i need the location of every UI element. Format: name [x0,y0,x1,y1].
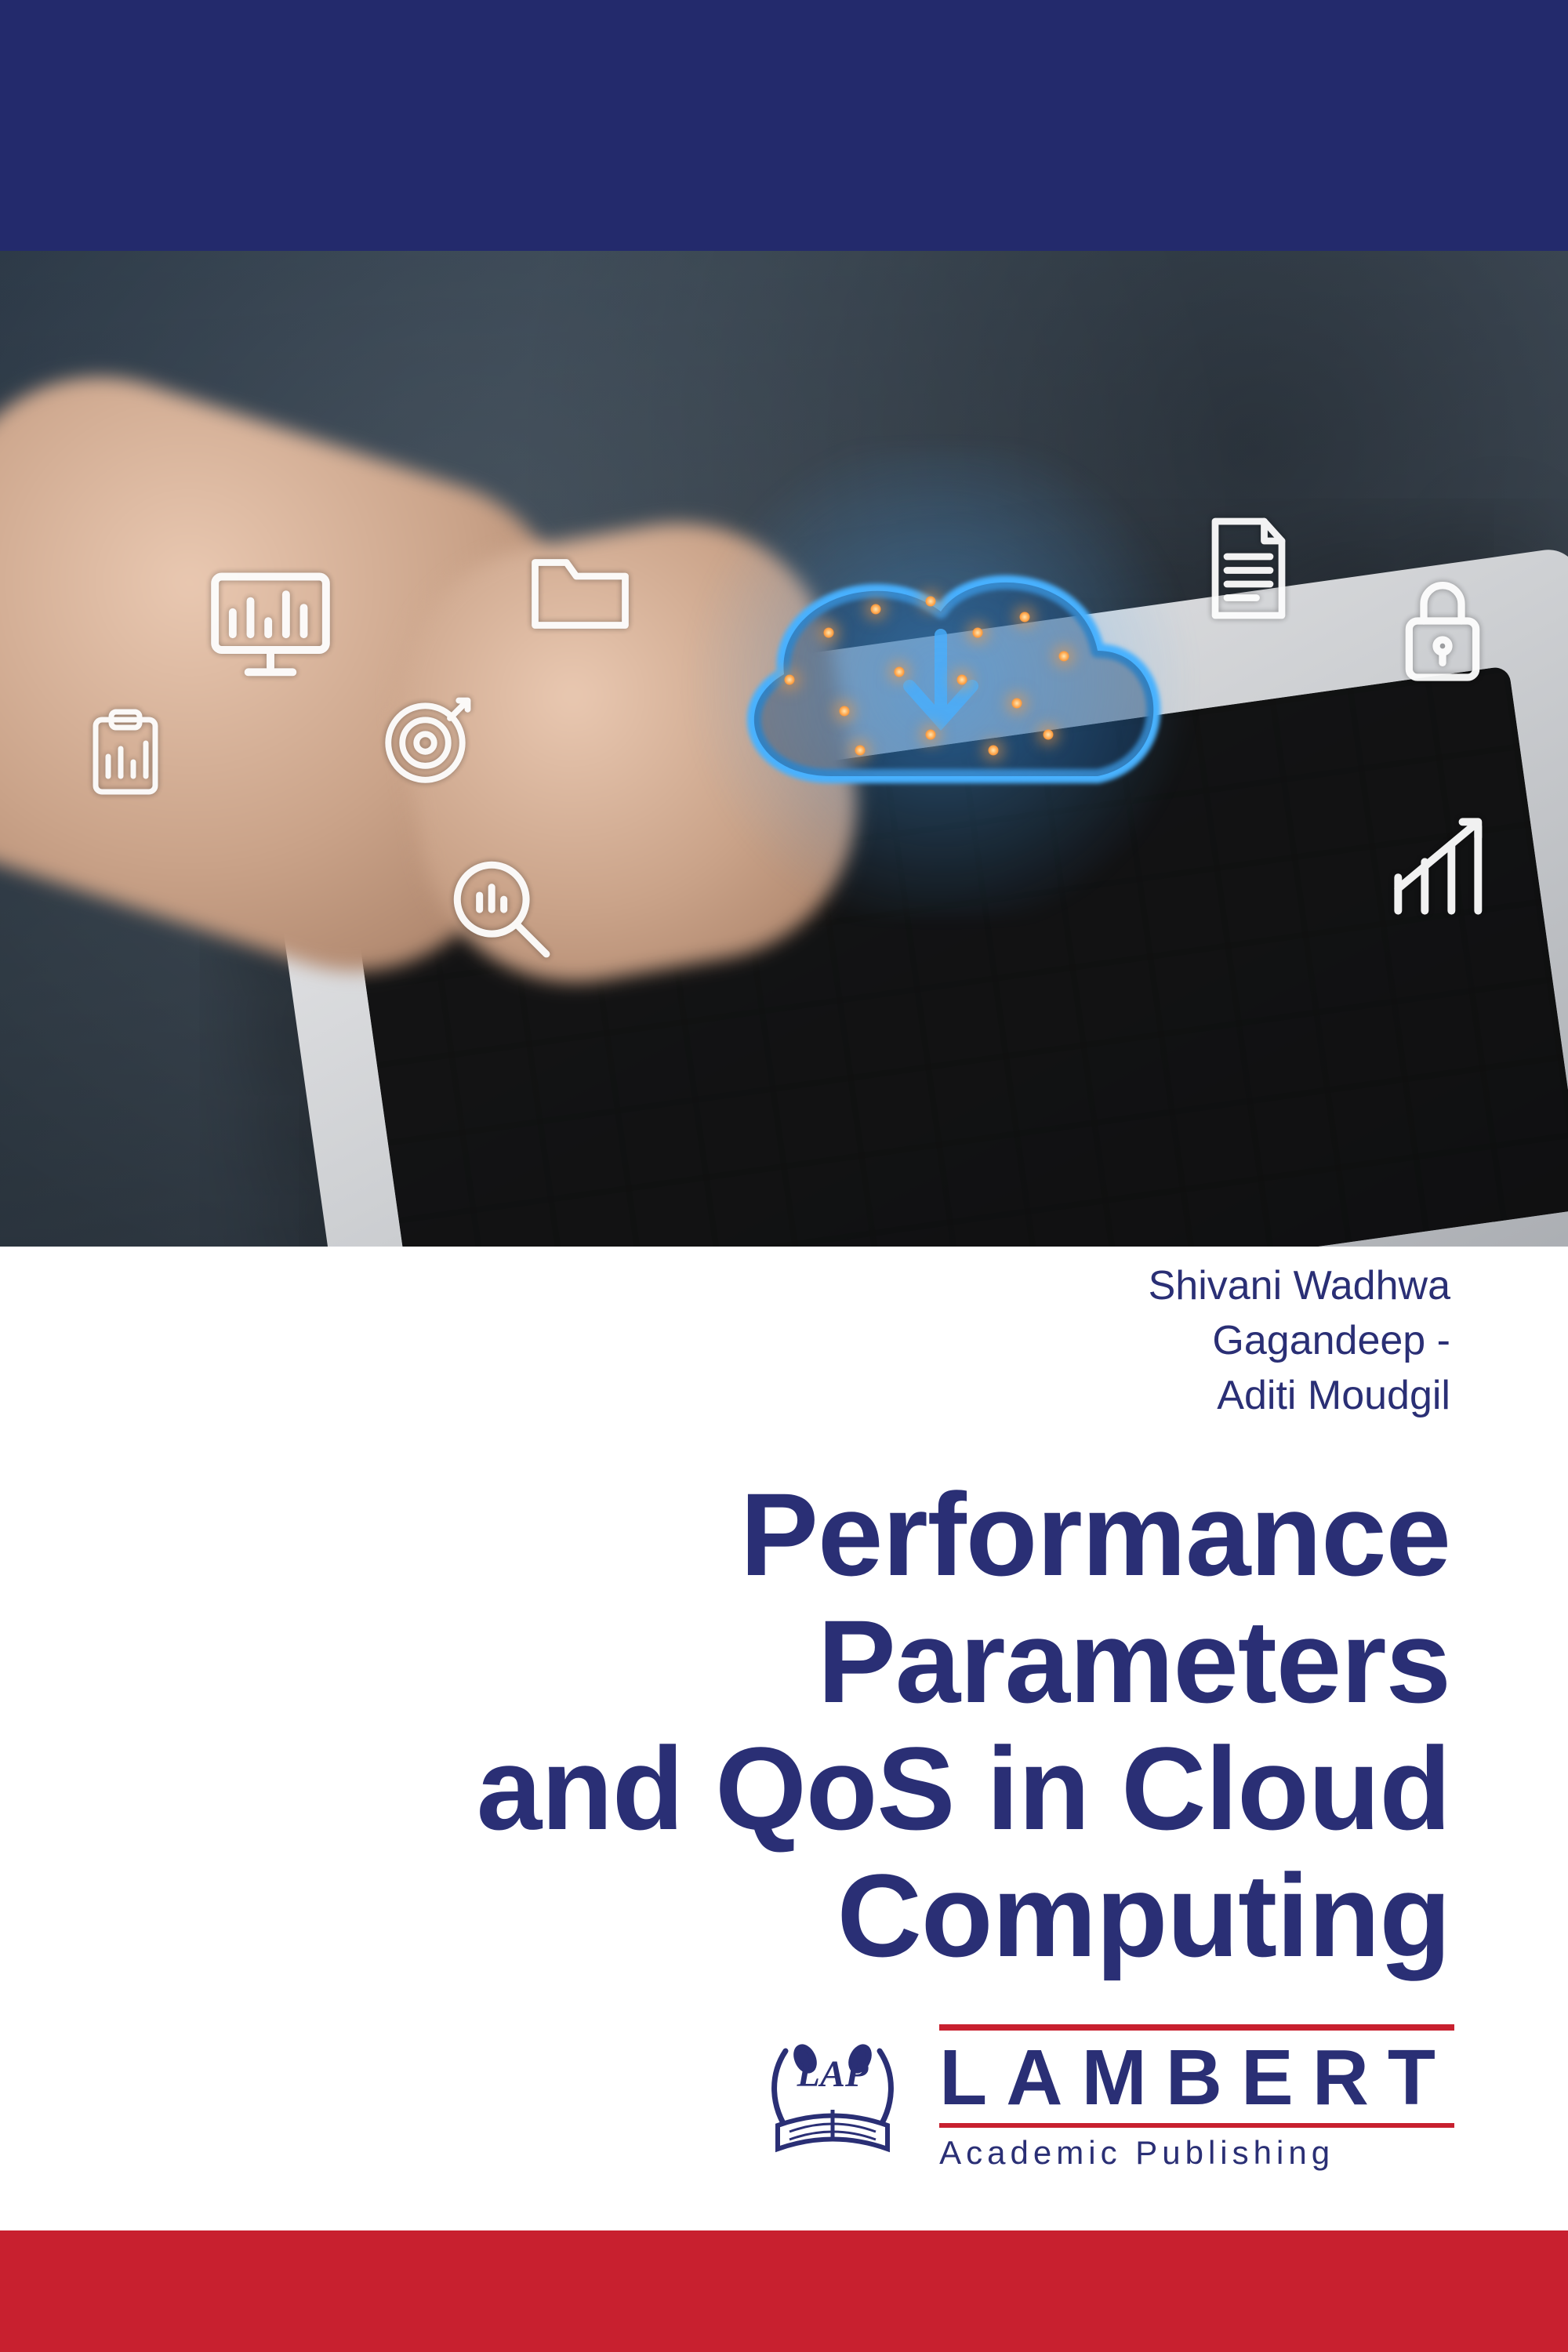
spark-dot [1011,698,1022,709]
bottom-band [0,2230,1568,2352]
cloud-graphic [690,510,1192,855]
spark-dot [1019,612,1030,622]
spark-dot [823,627,834,638]
spark-dot [988,745,999,756]
spark-dot [870,604,881,615]
cloud-glow [627,447,1254,917]
lock-icon [1380,564,1505,694]
publisher-logo: LAP LAMBERT Academic Publishing [754,2024,1454,2172]
publisher-badge-text: LAP [797,2053,869,2095]
publisher-text: LAMBERT Academic Publishing [939,2024,1454,2172]
document-lines-icon [1188,510,1305,631]
spark-dot [855,745,866,756]
spark-dot [925,596,936,607]
spark-dot [784,674,795,685]
bar-arrow-up-icon [1376,800,1509,937]
clipboard-chart-icon [78,706,172,804]
open-book-icon [778,2110,887,2149]
title-line: and QoS in Cloud [118,1725,1450,1852]
author-line: Aditi Moudgil [118,1368,1450,1423]
publisher-subtitle: Academic Publishing [939,2123,1454,2172]
spark-dot [839,706,850,717]
monitor-chart-icon [204,557,337,694]
authors: Shivani Wadhwa Gagandeep - Aditi Moudgil [118,1258,1450,1424]
spark-dot [894,666,905,677]
target-icon [372,690,478,800]
spark-dot [925,729,936,740]
top-band [0,0,1568,251]
title-line: Performance Parameters [118,1471,1450,1725]
spark-dot [956,674,967,685]
magnifier-chart-icon [439,847,561,972]
text-block: Shivani Wadhwa Gagandeep - Aditi Moudgil… [118,1258,1450,1979]
author-line: Gagandeep - [118,1313,1450,1368]
book-title: Performance Parameters and QoS in Cloud … [118,1471,1450,1979]
spark-dot [1058,651,1069,662]
spark-dot [972,627,983,638]
hero-image [0,251,1568,1247]
author-line: Shivani Wadhwa [118,1258,1450,1313]
title-line: Computing [118,1852,1450,1979]
spark-dot [1043,729,1054,740]
publisher-mark-icon: LAP [754,2031,911,2165]
publisher-name: LAMBERT [939,2038,1454,2117]
folder-icon [521,533,639,655]
